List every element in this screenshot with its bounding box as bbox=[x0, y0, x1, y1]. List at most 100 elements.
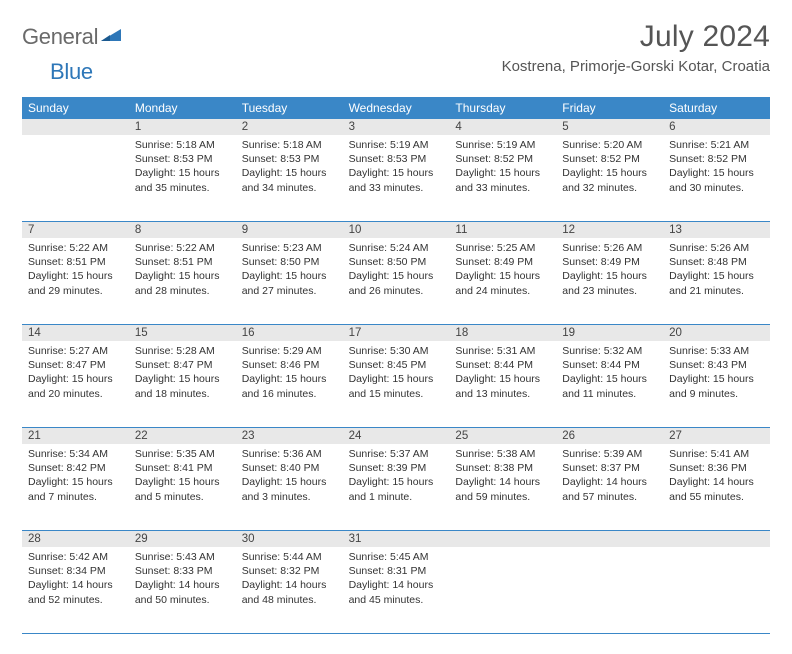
calendar-cell: Sunrise: 5:36 AMSunset: 8:40 PMDaylight:… bbox=[236, 444, 343, 530]
day-number: 2 bbox=[236, 119, 343, 135]
daylight1-text: Daylight: 15 hours bbox=[669, 166, 764, 180]
sunset-text: Sunset: 8:52 PM bbox=[669, 152, 764, 166]
calendar-cell: Sunrise: 5:32 AMSunset: 8:44 PMDaylight:… bbox=[556, 341, 663, 427]
daylight1-text: Daylight: 15 hours bbox=[349, 166, 444, 180]
daylight1-text: Daylight: 15 hours bbox=[562, 372, 657, 386]
day-number: 17 bbox=[343, 325, 450, 341]
calendar-cell: Sunrise: 5:26 AMSunset: 8:49 PMDaylight:… bbox=[556, 238, 663, 324]
sunset-text: Sunset: 8:53 PM bbox=[242, 152, 337, 166]
sunrise-text: Sunrise: 5:30 AM bbox=[349, 344, 444, 358]
daylight1-text: Daylight: 14 hours bbox=[349, 578, 444, 592]
sunset-text: Sunset: 8:40 PM bbox=[242, 461, 337, 475]
logo-text-blue: Blue bbox=[50, 59, 93, 85]
daylight2-text: and 5 minutes. bbox=[135, 490, 230, 504]
daynum-row: 28293031 bbox=[22, 531, 770, 547]
daylight2-text: and 55 minutes. bbox=[669, 490, 764, 504]
day-number bbox=[22, 119, 129, 135]
calendar-cell: Sunrise: 5:18 AMSunset: 8:53 PMDaylight:… bbox=[129, 135, 236, 221]
daylight1-text: Daylight: 15 hours bbox=[455, 166, 550, 180]
daylight1-text: Daylight: 15 hours bbox=[242, 475, 337, 489]
daylight1-text: Daylight: 15 hours bbox=[28, 475, 123, 489]
daylight1-text: Daylight: 15 hours bbox=[242, 166, 337, 180]
sunrise-text: Sunrise: 5:26 AM bbox=[562, 241, 657, 255]
sunrise-text: Sunrise: 5:37 AM bbox=[349, 447, 444, 461]
day-number: 6 bbox=[663, 119, 770, 135]
sunrise-text: Sunrise: 5:28 AM bbox=[135, 344, 230, 358]
calendar-cell: Sunrise: 5:37 AMSunset: 8:39 PMDaylight:… bbox=[343, 444, 450, 530]
calendar-cell: Sunrise: 5:28 AMSunset: 8:47 PMDaylight:… bbox=[129, 341, 236, 427]
daylight1-text: Daylight: 15 hours bbox=[28, 372, 123, 386]
calendar-cell bbox=[22, 135, 129, 221]
sunset-text: Sunset: 8:45 PM bbox=[349, 358, 444, 372]
daylight2-text: and 33 minutes. bbox=[349, 181, 444, 195]
calendar-cell bbox=[663, 547, 770, 633]
day-number: 29 bbox=[129, 531, 236, 547]
day-number: 19 bbox=[556, 325, 663, 341]
day-number: 30 bbox=[236, 531, 343, 547]
daylight1-text: Daylight: 14 hours bbox=[28, 578, 123, 592]
daylight2-text: and 48 minutes. bbox=[242, 593, 337, 607]
daylight2-text: and 11 minutes. bbox=[562, 387, 657, 401]
daylight1-text: Daylight: 15 hours bbox=[562, 166, 657, 180]
daylight1-text: Daylight: 14 hours bbox=[242, 578, 337, 592]
sunset-text: Sunset: 8:47 PM bbox=[135, 358, 230, 372]
day-number: 13 bbox=[663, 222, 770, 238]
day-number: 25 bbox=[449, 428, 556, 444]
sunset-text: Sunset: 8:42 PM bbox=[28, 461, 123, 475]
daylight1-text: Daylight: 15 hours bbox=[455, 269, 550, 283]
calendar: Sunday Monday Tuesday Wednesday Thursday… bbox=[22, 97, 770, 634]
daylight2-text: and 1 minute. bbox=[349, 490, 444, 504]
sunset-text: Sunset: 8:51 PM bbox=[28, 255, 123, 269]
sunrise-text: Sunrise: 5:19 AM bbox=[349, 138, 444, 152]
daylight2-text: and 29 minutes. bbox=[28, 284, 123, 298]
sunset-text: Sunset: 8:44 PM bbox=[562, 358, 657, 372]
sunrise-text: Sunrise: 5:36 AM bbox=[242, 447, 337, 461]
daylight2-text: and 16 minutes. bbox=[242, 387, 337, 401]
title-block: July 2024 Kostrena, Primorje-Gorski Kota… bbox=[502, 20, 770, 75]
sunrise-text: Sunrise: 5:22 AM bbox=[28, 241, 123, 255]
sunrise-text: Sunrise: 5:33 AM bbox=[669, 344, 764, 358]
day-header: Tuesday bbox=[236, 97, 343, 119]
sunrise-text: Sunrise: 5:24 AM bbox=[349, 241, 444, 255]
day-number: 24 bbox=[343, 428, 450, 444]
calendar-cell: Sunrise: 5:31 AMSunset: 8:44 PMDaylight:… bbox=[449, 341, 556, 427]
day-number: 18 bbox=[449, 325, 556, 341]
day-number: 7 bbox=[22, 222, 129, 238]
day-number: 11 bbox=[449, 222, 556, 238]
daylight2-text: and 23 minutes. bbox=[562, 284, 657, 298]
daylight1-text: Daylight: 15 hours bbox=[135, 372, 230, 386]
calendar-week: Sunrise: 5:42 AMSunset: 8:34 PMDaylight:… bbox=[22, 547, 770, 634]
daylight2-text: and 27 minutes. bbox=[242, 284, 337, 298]
day-number: 15 bbox=[129, 325, 236, 341]
day-number: 10 bbox=[343, 222, 450, 238]
daylight2-text: and 34 minutes. bbox=[242, 181, 337, 195]
sunset-text: Sunset: 8:43 PM bbox=[669, 358, 764, 372]
sunrise-text: Sunrise: 5:23 AM bbox=[242, 241, 337, 255]
calendar-cell: Sunrise: 5:33 AMSunset: 8:43 PMDaylight:… bbox=[663, 341, 770, 427]
day-number: 22 bbox=[129, 428, 236, 444]
day-header: Wednesday bbox=[343, 97, 450, 119]
calendar-cell: Sunrise: 5:19 AMSunset: 8:52 PMDaylight:… bbox=[449, 135, 556, 221]
daylight2-text: and 45 minutes. bbox=[349, 593, 444, 607]
sunrise-text: Sunrise: 5:32 AM bbox=[562, 344, 657, 358]
calendar-cell: Sunrise: 5:19 AMSunset: 8:53 PMDaylight:… bbox=[343, 135, 450, 221]
calendar-cell: Sunrise: 5:24 AMSunset: 8:50 PMDaylight:… bbox=[343, 238, 450, 324]
weeks-container: 123456Sunrise: 5:18 AMSunset: 8:53 PMDay… bbox=[22, 119, 770, 634]
daylight2-text: and 28 minutes. bbox=[135, 284, 230, 298]
sunrise-text: Sunrise: 5:21 AM bbox=[669, 138, 764, 152]
day-number: 9 bbox=[236, 222, 343, 238]
day-number: 23 bbox=[236, 428, 343, 444]
daylight2-text: and 9 minutes. bbox=[669, 387, 764, 401]
sunset-text: Sunset: 8:51 PM bbox=[135, 255, 230, 269]
daylight1-text: Daylight: 15 hours bbox=[562, 269, 657, 283]
daylight1-text: Daylight: 15 hours bbox=[455, 372, 550, 386]
logo-text-general: General bbox=[22, 24, 98, 50]
day-header: Saturday bbox=[663, 97, 770, 119]
day-number: 4 bbox=[449, 119, 556, 135]
daylight1-text: Daylight: 14 hours bbox=[455, 475, 550, 489]
sunrise-text: Sunrise: 5:44 AM bbox=[242, 550, 337, 564]
sunset-text: Sunset: 8:53 PM bbox=[135, 152, 230, 166]
calendar-week: Sunrise: 5:22 AMSunset: 8:51 PMDaylight:… bbox=[22, 238, 770, 325]
calendar-cell: Sunrise: 5:18 AMSunset: 8:53 PMDaylight:… bbox=[236, 135, 343, 221]
calendar-header-row: Sunday Monday Tuesday Wednesday Thursday… bbox=[22, 97, 770, 119]
